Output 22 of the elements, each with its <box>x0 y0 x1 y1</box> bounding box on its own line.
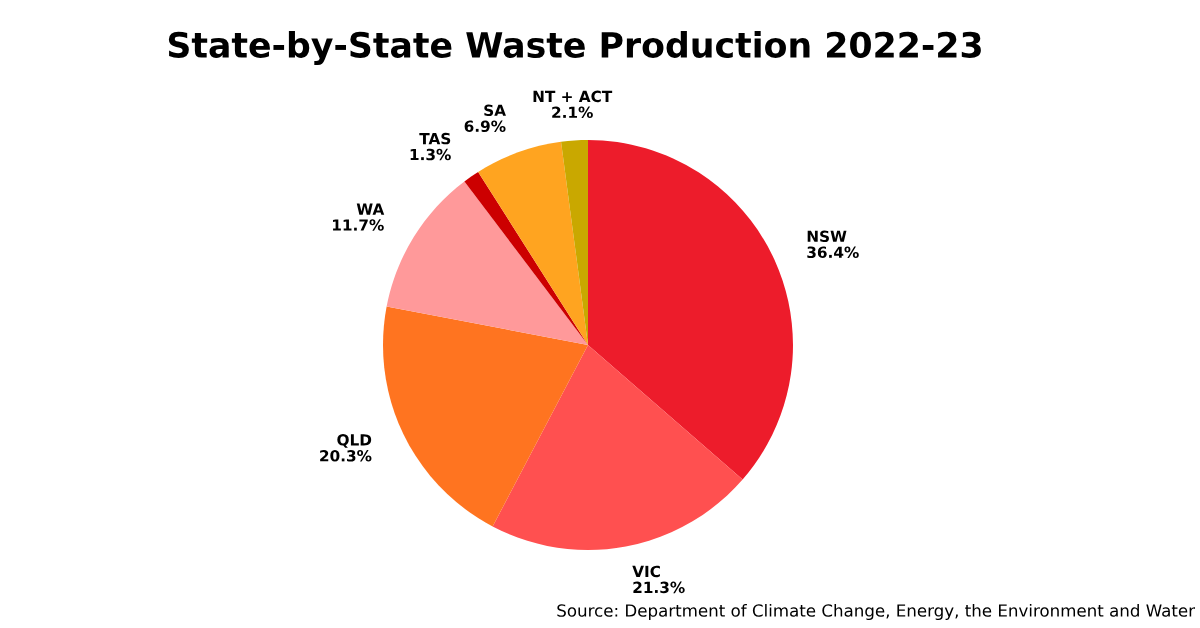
pie-slice <box>383 306 588 527</box>
slice-label: QLD <box>337 434 372 448</box>
data-label: 21.3% <box>633 581 685 594</box>
slice-label: TAS <box>419 132 451 145</box>
slice-label: NT + ACT <box>533 90 613 103</box>
data-label: 20.3% <box>320 450 372 462</box>
slice-label: NSW <box>807 230 847 243</box>
pie-slice <box>492 345 743 550</box>
chart-title: State-by-State Waste Production 2022-23 <box>168 31 981 65</box>
data-label: 6.9% <box>464 120 506 132</box>
slice-label: WA <box>356 203 385 215</box>
slice-label: VIC <box>632 565 660 578</box>
pie-slice <box>386 181 588 345</box>
data-label: 36.4% <box>807 246 859 259</box>
source-note: Source: Department of Climate Change, Energy, the Environment and Water <box>557 603 1195 621</box>
data-label: 2.1% <box>552 106 593 119</box>
pie-slice <box>588 140 793 480</box>
pie-slice <box>478 141 588 345</box>
data-label: 11.7% <box>333 219 384 231</box>
data-label: 1.3% <box>410 148 451 161</box>
pie-slice <box>464 171 588 345</box>
slice-label: SA <box>484 104 506 117</box>
